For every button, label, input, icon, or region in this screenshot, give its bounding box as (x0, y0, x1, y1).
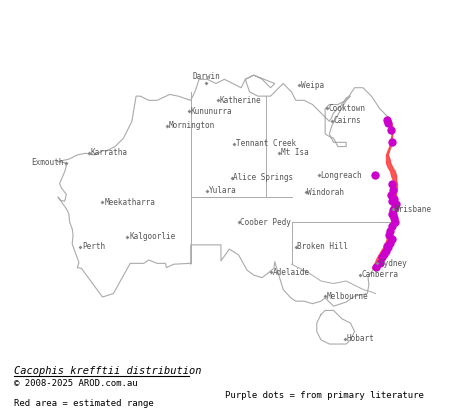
Text: Melbourne: Melbourne (327, 292, 368, 301)
Text: Perth: Perth (82, 242, 105, 251)
Text: Hobart: Hobart (346, 334, 374, 343)
Text: Alice Springs: Alice Springs (233, 173, 293, 182)
Text: Meekatharra: Meekatharra (104, 198, 155, 207)
Text: Cacophis krefftii distribution: Cacophis krefftii distribution (14, 366, 201, 376)
Polygon shape (58, 75, 397, 306)
Text: Longreach: Longreach (320, 171, 362, 180)
Text: Weipa: Weipa (301, 81, 324, 90)
Text: Tennant Creek: Tennant Creek (236, 139, 296, 148)
Text: Purple dots = from primary literature: Purple dots = from primary literature (225, 391, 424, 400)
Text: Brisbane: Brisbane (394, 205, 431, 214)
Polygon shape (317, 310, 355, 344)
Polygon shape (372, 117, 397, 269)
Text: Windorah: Windorah (307, 188, 344, 197)
Text: Karratha: Karratha (90, 148, 127, 157)
Text: Broken Hill: Broken Hill (297, 242, 348, 251)
Text: Adelaide: Adelaide (273, 268, 310, 276)
Text: Kununurra: Kununurra (190, 107, 232, 116)
Text: Mt Isa: Mt Isa (280, 148, 308, 157)
Text: Cooktown: Cooktown (329, 104, 366, 113)
Text: Exmouth: Exmouth (32, 158, 64, 167)
Text: Yulara: Yulara (209, 186, 237, 195)
Text: Canberra: Canberra (361, 271, 399, 279)
Text: Sydney: Sydney (379, 259, 407, 268)
Text: Cairns: Cairns (333, 116, 361, 125)
Text: Coober Pedy: Coober Pedy (240, 218, 291, 227)
Text: Red area = estimated range: Red area = estimated range (14, 398, 153, 408)
Text: Kalgoorlie: Kalgoorlie (129, 232, 176, 242)
Text: Darwin: Darwin (192, 72, 220, 81)
Text: Mornington: Mornington (168, 121, 215, 130)
Text: Katherine: Katherine (220, 95, 261, 105)
Text: © 2008-2025 AROD.com.au: © 2008-2025 AROD.com.au (14, 379, 137, 388)
